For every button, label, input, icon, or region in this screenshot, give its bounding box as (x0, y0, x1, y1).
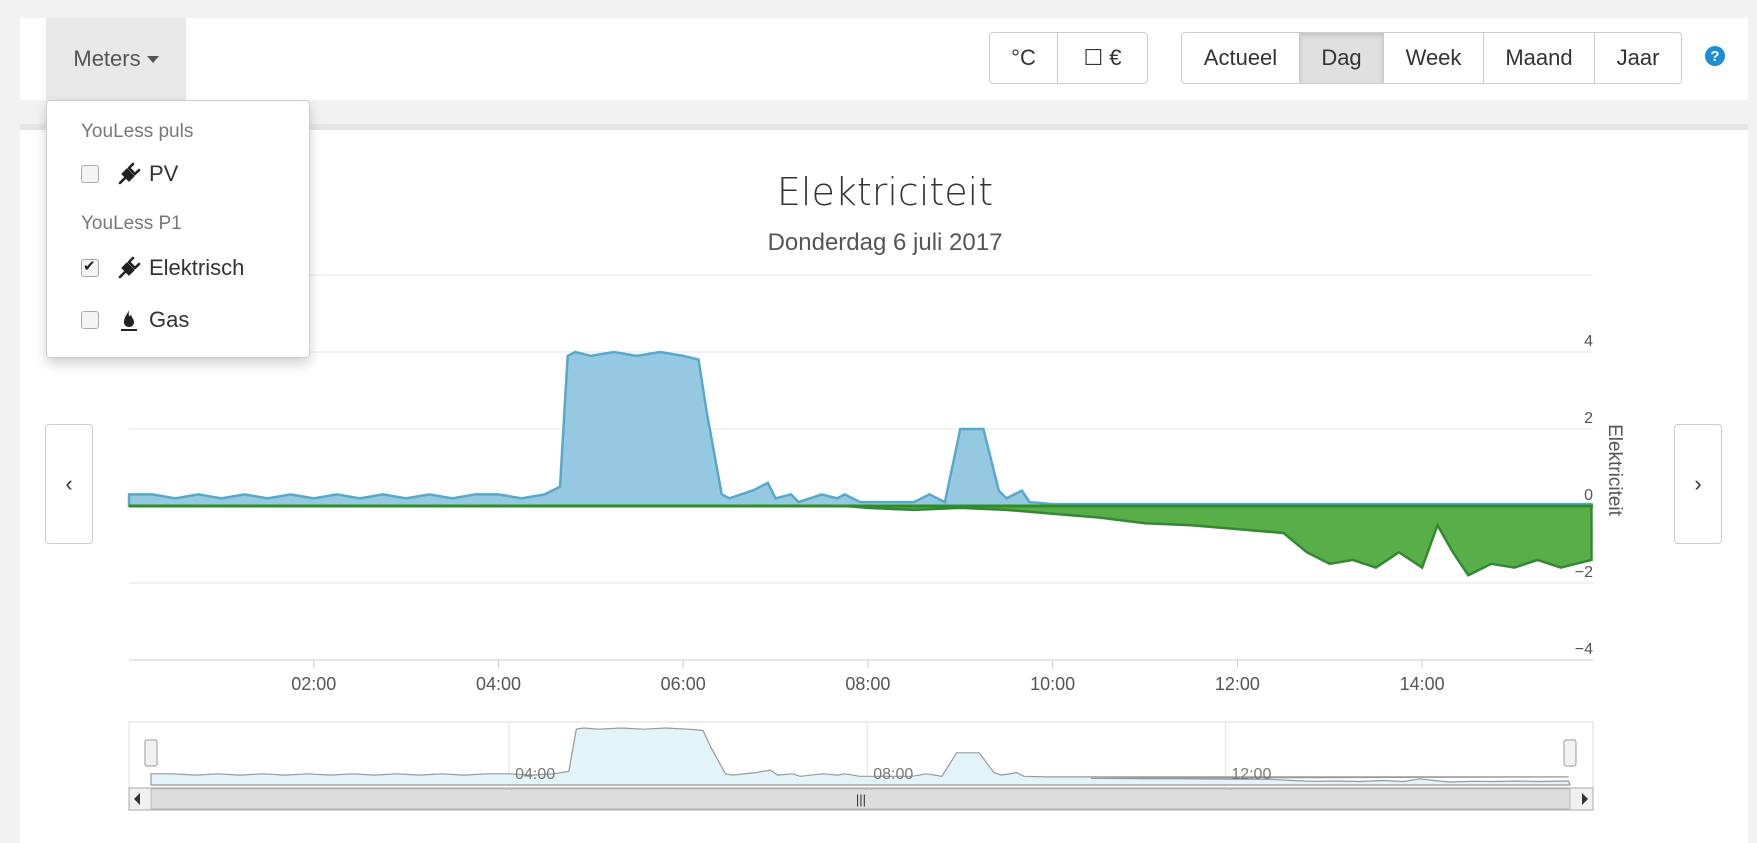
x-tick-label: 02:00 (291, 674, 336, 694)
plug-icon (117, 256, 143, 280)
elektrisch-checkbox[interactable] (81, 257, 99, 277)
celsius-toggle-button[interactable]: °C (990, 33, 1058, 83)
euro-toggle-button[interactable]: ☐ € (1083, 45, 1122, 70)
elektrisch-label: Elektrisch (149, 255, 245, 280)
period-button-group: Actueel Dag Week Maand Jaar (1181, 32, 1682, 84)
grid-lines (129, 274, 1593, 661)
caret-down-icon (146, 55, 159, 63)
navigator-left-handle[interactable] (144, 739, 158, 767)
series-layer (127, 350, 1593, 661)
meter-item-gas[interactable]: Gas (81, 307, 189, 333)
y-tick-label: 0 (1584, 487, 1593, 504)
meters-label: Meters (73, 46, 141, 71)
meters-dropdown-button[interactable]: Meters (46, 18, 186, 100)
unit-button-group: °C ☐ € (989, 32, 1148, 84)
y-tick-label: 4 (1584, 333, 1593, 350)
navigator-scrollbar-thumb[interactable] (150, 788, 1571, 810)
x-tick-label: 08:00 (845, 674, 890, 694)
period-actueel-button[interactable]: Actueel (1182, 33, 1300, 83)
period-maand-button[interactable]: Maand (1484, 33, 1595, 83)
period-dag-button[interactable]: Dag (1300, 33, 1384, 83)
y-tick-labels: −4 −2 0 2 4 (1575, 333, 1593, 658)
group-header-youless-puls: YouLess puls (81, 121, 194, 142)
navigator-right-handle[interactable] (1563, 739, 1577, 767)
chart-title: Elektriciteit (777, 170, 993, 214)
group-header-youless-p1: YouLess P1 (81, 213, 182, 234)
meters-dropdown-menu: YouLess puls PV YouLess P1 Elektrisch Ga… (46, 100, 310, 358)
y-axis-title: Elektriciteit (1604, 424, 1625, 517)
scrollbar-grip-icon: ||| (856, 792, 866, 807)
x-tick-labels: 02:00 04:00 06:00 08:00 10:00 12:00 14:00 (291, 660, 1445, 694)
navigator-series (150, 727, 1571, 786)
gas-label: Gas (149, 307, 190, 332)
x-tick-label: 14:00 (1400, 674, 1445, 694)
y-tick-label: −4 (1575, 641, 1593, 658)
x-tick-label: 06:00 (661, 674, 706, 694)
navigator-tick-label: 04:00 (515, 766, 555, 783)
meter-item-elektrisch[interactable]: Elektrisch (81, 255, 244, 281)
consumption-area (127, 350, 1593, 508)
navigator-tick-label: 12:00 (1231, 766, 1271, 783)
scroll-left-icon[interactable] (134, 793, 140, 805)
help-icon[interactable]: ? (1705, 46, 1725, 66)
fire-icon (117, 308, 143, 332)
production-area (129, 504, 1593, 577)
navigator: 04:00 08:00 12:00 ||| (128, 721, 1594, 811)
period-week-button[interactable]: Week (1384, 33, 1484, 83)
navigator-tick-label: 08:00 (873, 766, 913, 783)
period-jaar-button[interactable]: Jaar (1616, 45, 1660, 70)
chart-subtitle: Donderdag 6 juli 2017 (768, 229, 1003, 256)
navigator-tick-labels: 04:00 08:00 12:00 (515, 766, 1271, 783)
x-tick-label: 12:00 (1215, 674, 1260, 694)
scroll-right-icon[interactable] (1582, 793, 1588, 805)
previous-day-button[interactable]: ‹ (45, 424, 93, 544)
meter-item-pv[interactable]: PV (81, 161, 178, 187)
pv-checkbox[interactable] (81, 165, 99, 183)
x-tick-label: 10:00 (1030, 674, 1075, 694)
next-day-button[interactable]: › (1674, 424, 1722, 544)
x-tick-label: 04:00 (476, 674, 521, 694)
y-tick-label: −2 (1575, 564, 1593, 581)
y-tick-label: 2 (1584, 410, 1593, 427)
gas-checkbox[interactable] (81, 311, 99, 329)
plug-icon (117, 162, 143, 186)
pv-label: PV (149, 161, 179, 186)
